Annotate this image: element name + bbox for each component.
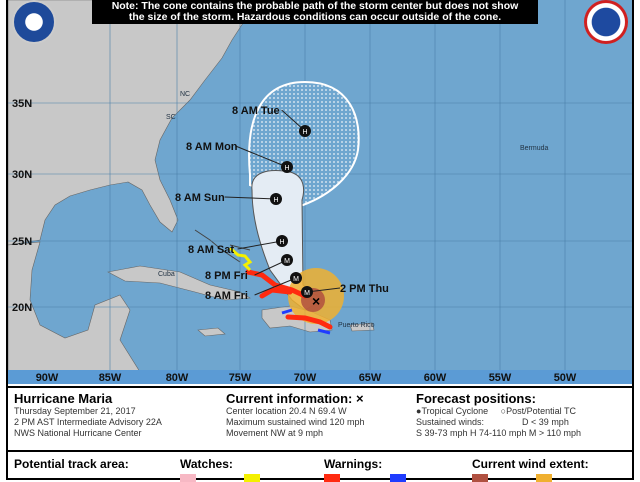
puerto-rico-label: Puerto Rico xyxy=(338,322,375,329)
advisory-number: 2 PM AST Intermediate Advisory 22A xyxy=(14,417,162,427)
cone-note: Note: The cone contains the probable pat… xyxy=(92,0,538,24)
note-line-2: the size of the storm. Hazardous conditi… xyxy=(128,11,502,23)
d-category: D < 39 mph xyxy=(522,417,569,427)
open-circle-icon: ○ xyxy=(500,406,507,416)
forecast-point-symbol: H xyxy=(273,197,278,204)
lat-label: 30N xyxy=(12,169,32,181)
ts-wind-swatch xyxy=(536,474,552,482)
lon-label: 60W xyxy=(424,372,447,384)
max-wind: Maximum sustained wind 120 mph xyxy=(226,417,365,427)
legend-warnings: Warnings: xyxy=(324,457,383,471)
forecast-time-label: 8 AM Sat xyxy=(188,244,234,256)
forecast-map: Bermuda Cuba Puerto Rico NC SC H 8 AM Tue… xyxy=(8,0,632,384)
lat-label: 20N xyxy=(12,302,32,314)
forecast-point-marker xyxy=(276,235,288,247)
forecast-point-symbol: H xyxy=(284,165,289,172)
legend: Potential track area: Watches: Warnings:… xyxy=(8,454,632,482)
lon-label: 90W xyxy=(36,372,59,384)
current-info-title: Current information: × xyxy=(226,391,364,406)
lon-label: 80W xyxy=(166,372,189,384)
forecast-point-symbol: M xyxy=(284,258,290,265)
advisory-date: Thursday September 21, 2017 xyxy=(14,406,136,416)
center-location: Center location 20.4 N 69.4 W xyxy=(226,406,347,416)
post-tc-key: Post/Potential TC xyxy=(506,406,576,416)
ts-watch-swatch xyxy=(244,474,260,482)
cuba-label: Cuba xyxy=(158,271,175,278)
forecast-point-marker xyxy=(290,272,302,284)
forecast-time-label: 2 PM Thu xyxy=(340,283,389,295)
forecast-time-label: 8 AM Tue xyxy=(232,105,280,117)
legend-track-area: Potential track area: xyxy=(14,457,129,471)
ts-warning-swatch xyxy=(390,474,406,482)
tropical-storm-warning-coast xyxy=(281,308,331,335)
nws-logo xyxy=(584,0,628,44)
leader-line xyxy=(237,240,283,250)
lon-label: 55W xyxy=(489,372,512,384)
us-landmass xyxy=(8,0,251,246)
tropical-cyclone-key: Tropical Cyclone xyxy=(421,406,489,416)
forecast-time-label: 8 PM Fri xyxy=(205,270,248,282)
legend-watches: Watches: xyxy=(180,457,233,471)
hurricane-wind-swatch xyxy=(472,474,488,482)
forecast-point-marker xyxy=(281,254,293,266)
cuba xyxy=(107,265,251,301)
movement: Movement NW at 9 mph xyxy=(226,428,324,438)
forecast-time-label: 8 AM Mon xyxy=(186,141,238,153)
lon-label: 70W xyxy=(294,372,317,384)
storm-name: Hurricane Maria xyxy=(14,391,113,406)
leader-line xyxy=(224,196,277,200)
forecast-positions-title: Forecast positions: xyxy=(416,391,536,406)
shm-categories: S 39-73 mph H 74-110 mph M > 110 mph xyxy=(416,428,582,438)
leader-line xyxy=(254,277,297,296)
note-line-1: Note: The cone contains the probable pat… xyxy=(111,0,519,12)
forecast-point-marker xyxy=(281,161,293,173)
hurricane-watch-swatch xyxy=(180,474,196,482)
forecast-point-symbol: H xyxy=(279,239,284,246)
forecast-point-marker xyxy=(301,286,313,298)
lat-label: 35N xyxy=(12,98,32,110)
bermuda-label: Bermuda xyxy=(520,145,549,152)
legend-wind-extent: Current wind extent: xyxy=(472,457,589,471)
lon-label: 85W xyxy=(99,372,122,384)
sc-label: SC xyxy=(166,114,176,121)
mexico-landmass xyxy=(8,241,141,373)
forecast-point-symbol: M xyxy=(293,276,299,283)
forecast-point-marker xyxy=(270,193,282,205)
lon-label: 75W xyxy=(229,372,252,384)
lon-label: 50W xyxy=(554,372,577,384)
forecast-point-symbol: M xyxy=(304,290,310,297)
longitude-band xyxy=(8,370,632,384)
leader-line xyxy=(235,145,288,168)
lat-label: 25N xyxy=(12,236,32,248)
nc-label: NC xyxy=(180,91,190,98)
current-position-marker: × xyxy=(312,293,320,309)
jamaica xyxy=(197,327,226,337)
lon-label: 65W xyxy=(359,372,382,384)
sustained-winds-label: Sustained winds: xyxy=(416,417,485,427)
hurricane-warning-swatch xyxy=(324,474,340,482)
issuing-center: NWS National Hurricane Center xyxy=(14,428,142,438)
info-panel: Hurricane Maria Thursday September 21, 2… xyxy=(8,386,632,452)
noaa-logo xyxy=(12,0,56,44)
forecast-time-label: 8 AM Sun xyxy=(175,192,225,204)
forecast-point-symbol: H xyxy=(302,129,307,136)
forecast-point-marker xyxy=(299,125,311,137)
tropical-storm-watch-coast xyxy=(229,246,253,272)
forecast-time-label: 8 AM Fri xyxy=(205,290,248,302)
puerto-rico xyxy=(349,322,375,332)
filled-circle-icon: ● xyxy=(416,406,422,416)
